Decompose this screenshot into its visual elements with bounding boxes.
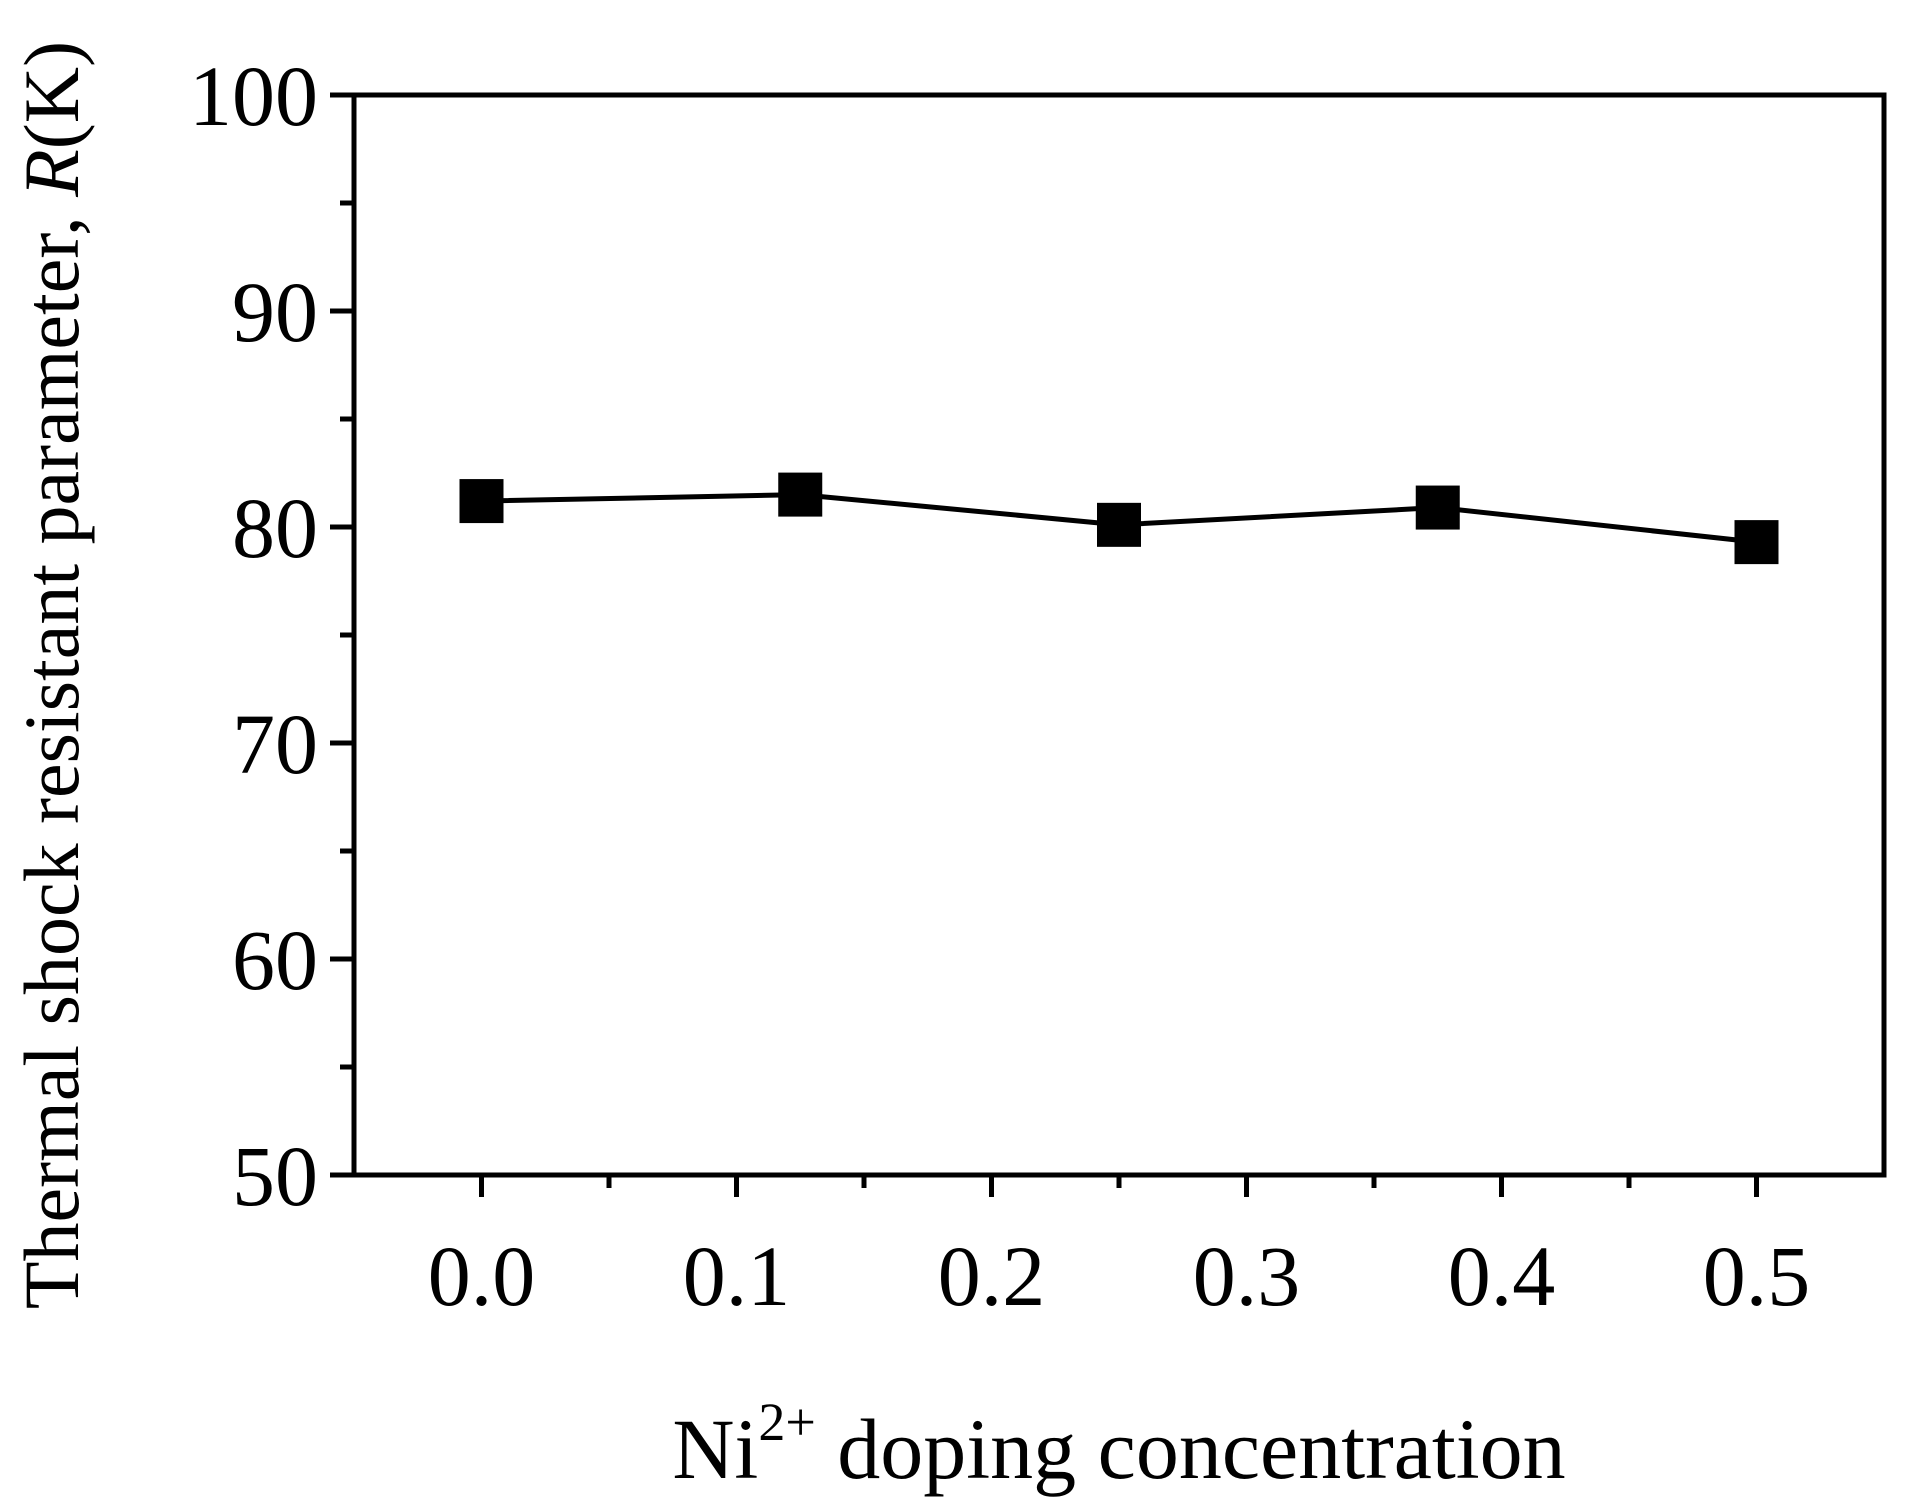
- y-tick-label: 80: [232, 480, 318, 576]
- x-axis-title-superscript: 2+: [758, 1392, 815, 1452]
- y-axis-title-prefix: Thermal shock resistant parameter,: [8, 197, 95, 1309]
- plot-frame: [351, 92, 1887, 1178]
- data-point-marker: [1734, 520, 1779, 565]
- data-point-marker: [459, 479, 504, 524]
- y-axis: 50 60 70 80 90 100: [189, 48, 354, 1224]
- x-tick-label: 0.1: [683, 1228, 791, 1324]
- x-axis-title-base: Ni: [672, 1401, 758, 1497]
- data-point-marker: [778, 472, 823, 517]
- x-axis: 0.0 0.1 0.2 0.3 0.4 0.5: [428, 1175, 1811, 1324]
- x-tick-label: 0.2: [938, 1228, 1046, 1324]
- series-layer: [459, 472, 1779, 565]
- y-axis-title-suffix: (K): [8, 41, 95, 149]
- data-point-marker: [1097, 502, 1141, 547]
- y-tick-label: 90: [232, 264, 318, 360]
- x-tick-label: 0.0: [428, 1228, 536, 1324]
- data-point-marker: [1415, 485, 1460, 530]
- x-axis-title-rest: doping concentration: [816, 1401, 1566, 1497]
- y-tick-label: 50: [232, 1128, 318, 1224]
- x-tick-label: 0.5: [1703, 1228, 1811, 1324]
- y-axis-title: Thermal shock resistant parameter, R(K): [8, 41, 95, 1309]
- y-tick-label: 70: [232, 696, 318, 792]
- x-axis-title: Ni2+ doping concentration: [672, 1392, 1565, 1497]
- x-tick-label: 0.3: [1193, 1228, 1301, 1324]
- x-tick-label: 0.4: [1448, 1228, 1556, 1324]
- y-tick-label: 60: [232, 912, 318, 1008]
- y-tick-label: 100: [189, 48, 318, 144]
- y-axis-title-italic: R: [8, 149, 95, 198]
